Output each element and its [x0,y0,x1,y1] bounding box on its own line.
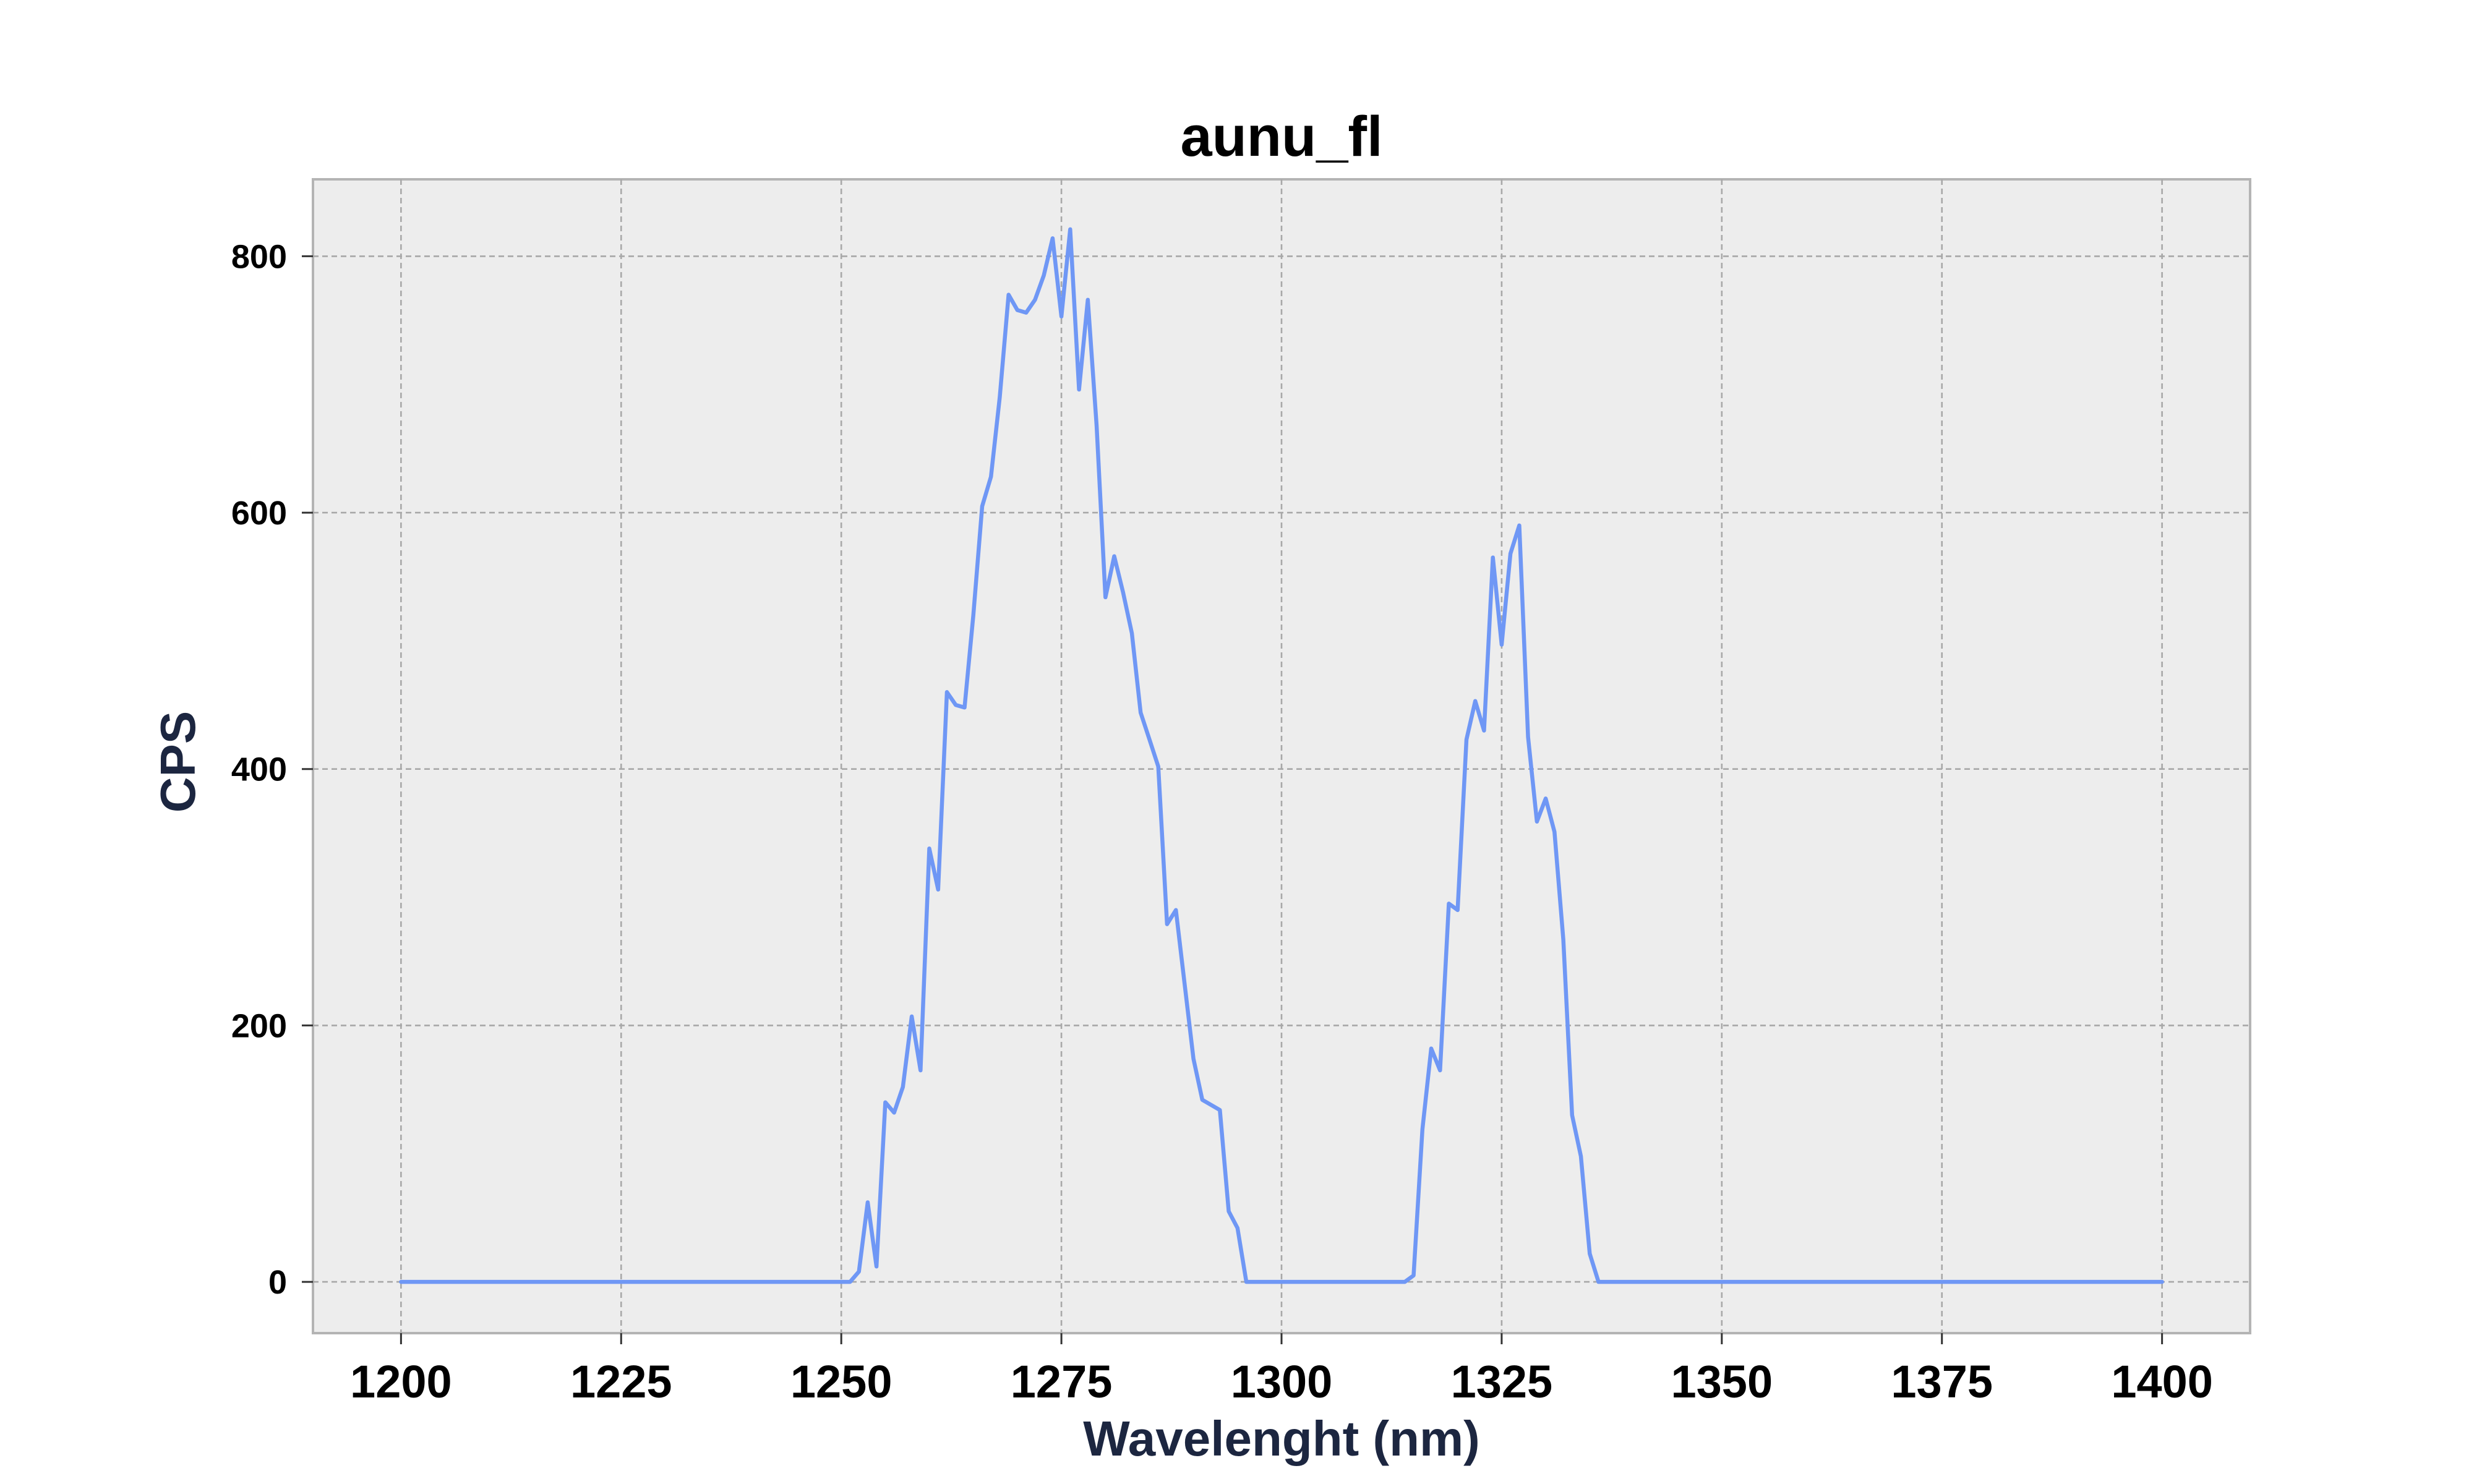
y-tick-label: 400 [231,751,287,788]
series-layer [399,227,2164,1284]
x-tick-label: 1300 [1231,1356,1333,1407]
y-axis-ticks: 0 200 400 600 800 [231,238,313,1301]
x-tick-label: 1400 [2111,1356,2213,1407]
y-tick-label: 200 [231,1007,287,1044]
x-tick-label: 1200 [350,1356,452,1407]
x-tick-label: 1375 [1891,1356,1993,1407]
series-line [399,227,2164,1284]
x-tick-label: 1350 [1671,1356,1773,1407]
x-tick-label: 1275 [1011,1356,1113,1407]
y-tick-label: 800 [231,238,287,275]
x-tick-label: 1225 [570,1356,672,1407]
x-axis-label: Wavelenght (nm) [1083,1411,1479,1466]
chart-title: aunu_fl [1180,105,1382,168]
x-axis-ticks: 1200 1225 1250 1275 1300 1325 1350 1375 1400 [350,1333,2213,1407]
x-tick-label: 1250 [790,1356,892,1407]
y-tick-label: 600 [231,495,287,532]
y-tick-label: 0 [268,1264,287,1301]
x-tick-label: 1325 [1451,1356,1553,1407]
y-axis-label: CPS [150,711,205,813]
